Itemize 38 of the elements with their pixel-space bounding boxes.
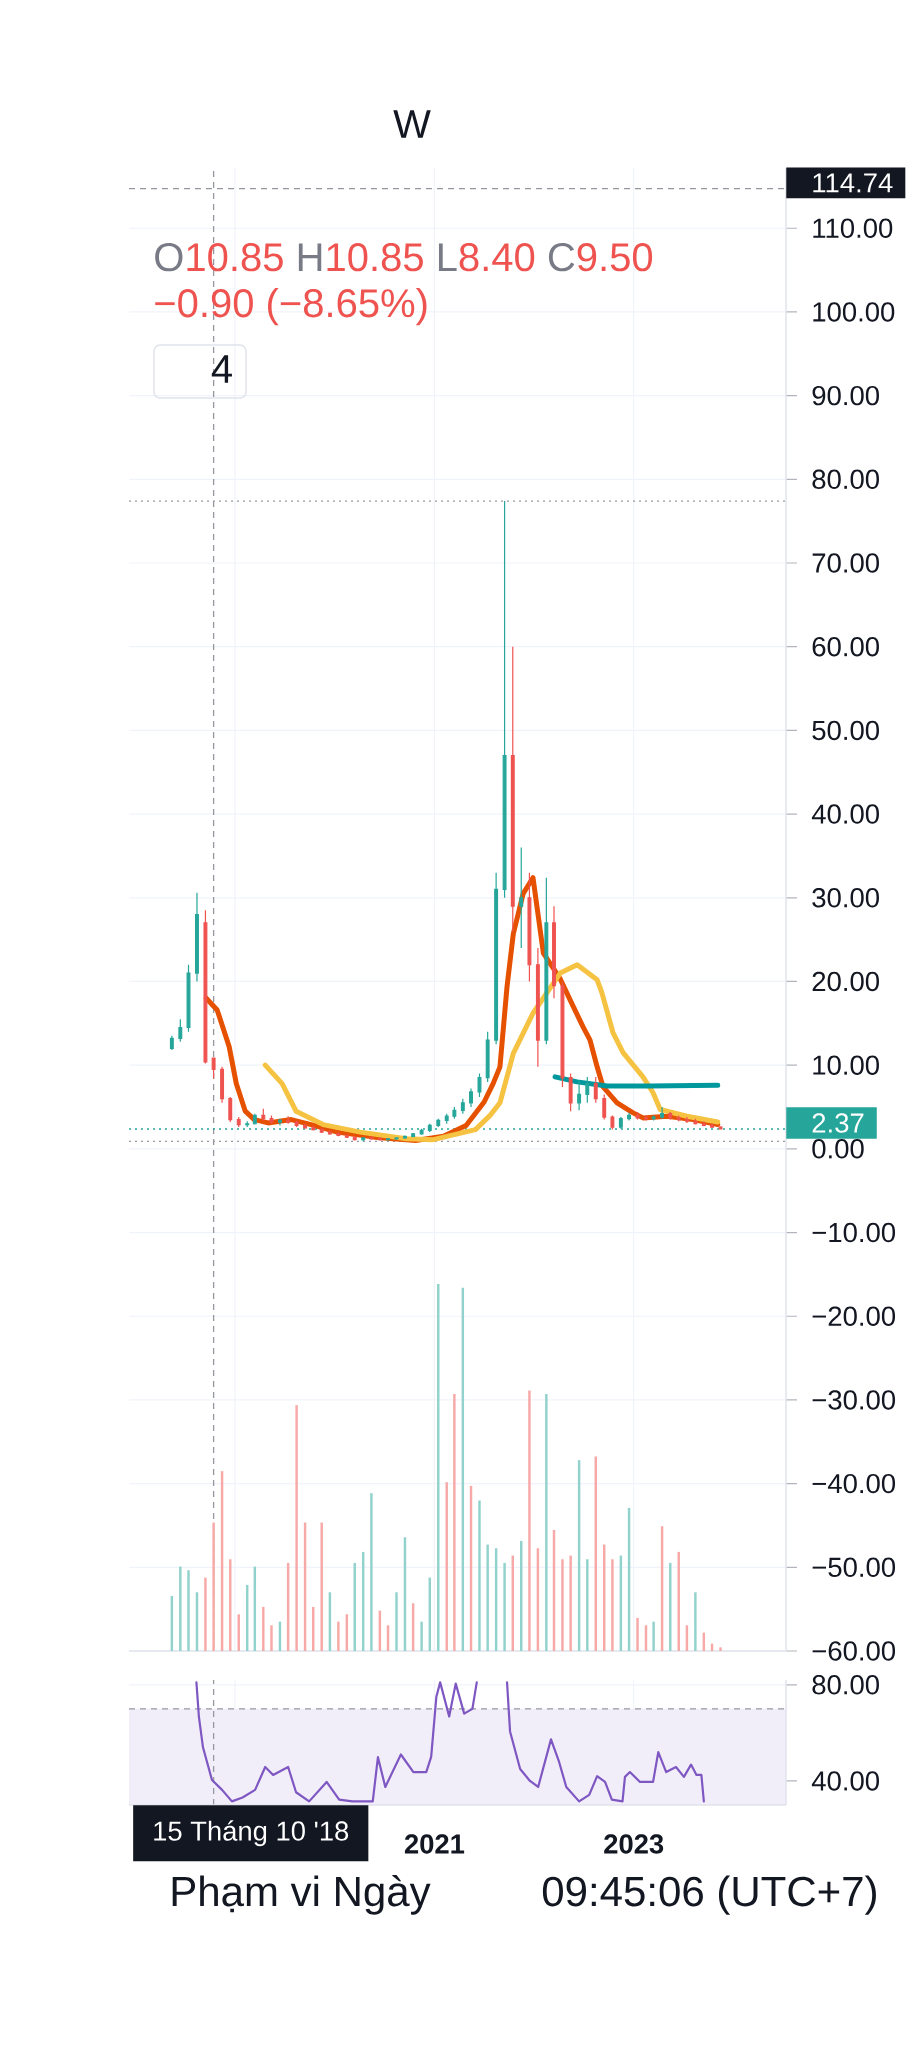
y-tick-label: 10.00	[813, 1055, 879, 1075]
x-tick-label: 2023	[604, 1834, 664, 1854]
y-tick-label: −40.00	[812, 1473, 896, 1494]
annotation: H	[298, 243, 322, 271]
y-tick-label: 40.00	[811, 1771, 879, 1791]
annotation: 8.40	[459, 243, 535, 272]
y-tick-label: 60.00	[812, 636, 879, 657]
y-tick-label: 70.00	[812, 553, 879, 573]
annotation: 9.50	[577, 243, 653, 272]
text: W	[393, 110, 431, 138]
ref-line-label: 2.37	[812, 1113, 864, 1133]
y-tick-label: −20.00	[812, 1306, 896, 1326]
y-tick-label: 0.00	[812, 1139, 864, 1159]
y-tick-label: −30.00	[812, 1390, 896, 1410]
y-tick-label: 20.00	[812, 971, 879, 992]
y-tick-label: −50.00	[812, 1557, 896, 1578]
text: 09:45:06 (UTC+7)	[542, 1875, 876, 1915]
annotation: 10.85	[327, 243, 423, 272]
x-tick-label: 2021	[404, 1834, 465, 1854]
y-tick-label: −10.00	[812, 1222, 896, 1243]
y-tick-label: 50.00	[812, 720, 879, 741]
ref-line-label: 15 Tháng 10 '18	[154, 1820, 349, 1847]
annotation: 4	[211, 355, 232, 383]
annotation: −0.90 (−8.65%)	[155, 287, 427, 326]
y-tick-label: 40.00	[811, 804, 879, 824]
y-tick-label: 90.00	[812, 385, 879, 406]
y-tick-label: 110.00	[813, 218, 893, 238]
y-tick-label: 80.00	[812, 469, 879, 490]
annotation: 10.85	[187, 243, 283, 272]
y-tick-label: 100.00	[813, 302, 895, 322]
y-tick-label: 30.00	[812, 888, 879, 908]
annotation: O	[155, 243, 183, 272]
ref-line-label: 114.74	[813, 173, 893, 193]
annotation: C	[548, 243, 575, 272]
annotation: L	[438, 243, 457, 271]
y-tick-label: 80.00	[812, 1675, 879, 1695]
y-tick-label: −60.00	[812, 1641, 896, 1661]
text: Phạm vi Ngày	[172, 1875, 431, 1915]
